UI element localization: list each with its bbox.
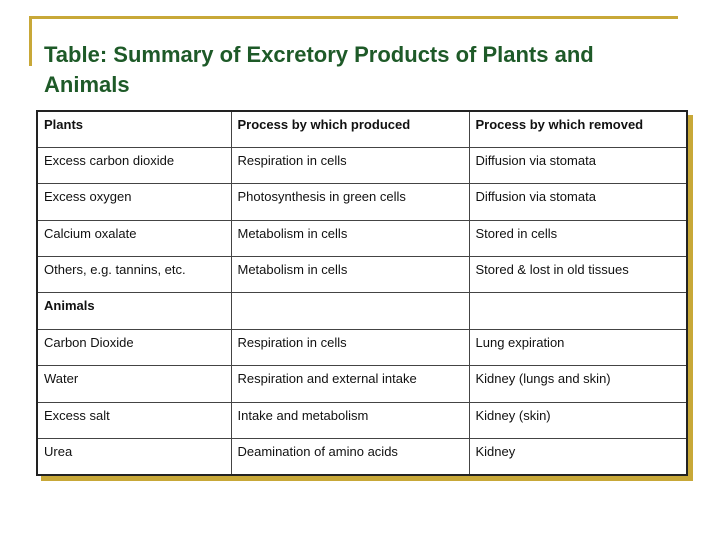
table-cell: Metabolism in cells (230, 256, 470, 294)
table-cell: Excess carbon dioxide (36, 146, 232, 185)
table-cell: Stored in cells (468, 219, 688, 258)
table-cell: Kidney (lungs and skin) (468, 365, 688, 403)
table-cell: Photosynthesis in green cells (230, 183, 470, 221)
table-cell (468, 292, 688, 330)
table-cell: Metabolism in cells (230, 219, 470, 258)
table-cell (230, 292, 470, 330)
table-cell: Respiration in cells (230, 328, 470, 367)
table-cell: Diffusion via stomata (468, 183, 688, 221)
table-cell: Respiration in cells (230, 146, 470, 185)
table-row: Excess oxygen Photosynthesis in green cel… (36, 183, 688, 221)
table-cell: Kidney (skin) (468, 401, 688, 440)
table-cell: Water (36, 365, 232, 403)
table-row: Animals (36, 292, 688, 330)
table-cell: Intake and metabolism (230, 401, 470, 440)
table-cell: Respiration and external intake (230, 365, 470, 403)
table-frame: Plants Process by which produced Process b… (36, 110, 688, 476)
table-row: Excess carbon dioxide Respiration in cell… (36, 146, 688, 185)
table-cell: Kidney (468, 438, 688, 476)
table-row: Others, e.g. tannins, etc. Metabolism in … (36, 256, 688, 294)
table-row: Plants Process by which produced Process b… (36, 110, 688, 148)
table-cell: Deamination of amino acids (230, 438, 470, 476)
table-cell: Urea (36, 438, 232, 476)
table: Plants Process by which produced Process b… (36, 110, 688, 476)
table-row: Carbon Dioxide Respiration in cells Lung e… (36, 328, 688, 367)
table-row: Calcium oxalate Metabolism in cells Stored… (36, 219, 688, 258)
table-row: Water Respiration and external intake Kidn… (36, 365, 688, 403)
table-cell: Process by which produced (230, 110, 470, 148)
table-cell: Process by which removed (468, 110, 688, 148)
table-cell: Calcium oxalate (36, 219, 232, 258)
table-cell: Excess oxygen (36, 183, 232, 221)
table-row: Excess salt Intake and metabolism Kidney (… (36, 401, 688, 440)
table-cell: Plants (36, 110, 232, 148)
table-cell: Others, e.g. tannins, etc. (36, 256, 232, 294)
slide-title: Table: Summary of Excretory Products of … (44, 42, 594, 97)
table-cell: Carbon Dioxide (36, 328, 232, 367)
table-cell: Excess salt (36, 401, 232, 440)
table-cell: Lung expiration (468, 328, 688, 367)
accent-line (30, 16, 678, 19)
accent-line (29, 16, 32, 66)
table-cell: Animals (36, 292, 232, 330)
table-cell: Stored & lost in old tissues (468, 256, 688, 294)
table-cell: Diffusion via stomata (468, 146, 688, 185)
table-row: Urea Deamination of amino acids Kidney (36, 438, 688, 476)
